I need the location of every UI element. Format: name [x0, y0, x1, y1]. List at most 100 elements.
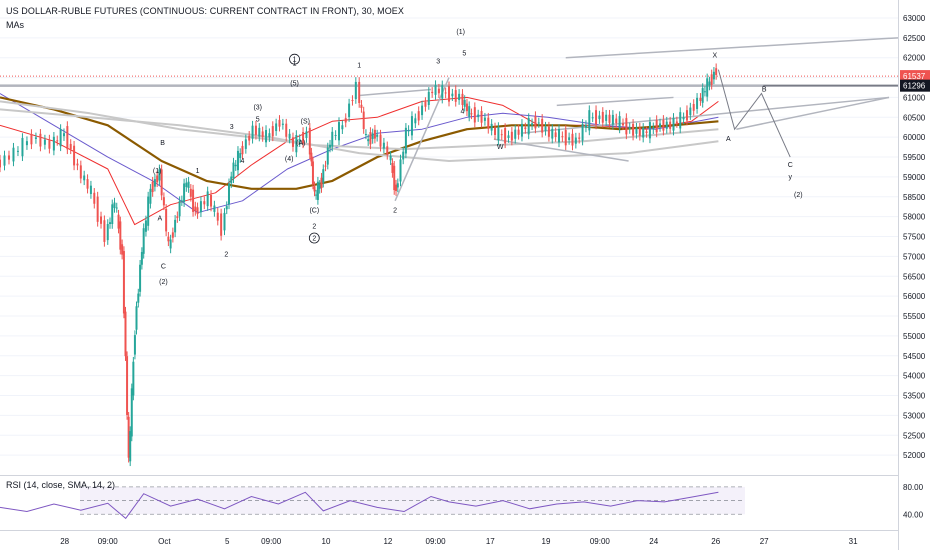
- time-tick-label[interactable]: 09:00: [261, 537, 282, 546]
- trend-line[interactable]: [359, 88, 432, 97]
- candle-body: [331, 131, 334, 147]
- candle-body: [358, 81, 361, 103]
- candle-body: [248, 135, 251, 141]
- price-tick-label[interactable]: 57500: [903, 233, 926, 242]
- candle-body: [236, 150, 239, 171]
- trend-line[interactable]: [493, 138, 629, 162]
- time-tick-label[interactable]: 31: [849, 537, 858, 546]
- time-tick-label[interactable]: 5: [225, 537, 230, 546]
- candle-body: [652, 127, 655, 130]
- time-tick-label[interactable]: 17: [486, 537, 495, 546]
- candle-body: [149, 188, 152, 204]
- candle-body: [59, 129, 62, 147]
- candle-body: [162, 197, 165, 206]
- price-tick-label[interactable]: 58000: [903, 213, 926, 222]
- price-tick-label[interactable]: 60000: [903, 133, 926, 142]
- time-tick-label[interactable]: 10: [322, 537, 331, 546]
- candle-body: [142, 228, 145, 254]
- candle-body: [113, 202, 116, 208]
- candle-body: [448, 86, 450, 102]
- candle-body: [25, 141, 28, 146]
- time-tick-label[interactable]: 19: [542, 537, 551, 546]
- candle-body: [421, 105, 424, 116]
- wave-label: 3: [230, 124, 234, 131]
- price-tick-label[interactable]: 60500: [903, 113, 926, 122]
- price-tick-label[interactable]: 62500: [903, 34, 926, 43]
- price-tick-label[interactable]: 59000: [903, 173, 926, 182]
- candle-body: [129, 431, 132, 462]
- grid: [0, 17, 898, 456]
- candle-body: [206, 191, 209, 207]
- time-tick-label[interactable]: 26: [711, 537, 720, 546]
- candle-body: [494, 127, 497, 135]
- candle-body: [712, 71, 715, 80]
- trend-line[interactable]: [556, 96, 674, 107]
- candle-body: [574, 137, 577, 144]
- candle-body: [458, 93, 461, 101]
- indicator-label[interactable]: MAs: [6, 20, 24, 30]
- time-tick-label[interactable]: 09:00: [98, 537, 119, 546]
- wave-label: (2): [159, 279, 168, 286]
- price-tick-label[interactable]: 58500: [903, 193, 926, 202]
- candle-body: [234, 164, 237, 167]
- wave-label: (2): [794, 192, 803, 199]
- price-tick-label[interactable]: 62000: [903, 54, 926, 63]
- candle-body: [537, 122, 540, 124]
- candle-body: [62, 133, 65, 137]
- trend-line[interactable]: [565, 37, 899, 59]
- price-tick-label[interactable]: 56500: [903, 272, 926, 281]
- candle-body: [497, 127, 500, 141]
- candle-body: [682, 117, 685, 120]
- price-tick-label[interactable]: 61000: [903, 93, 926, 102]
- time-tick-label[interactable]: 24: [649, 537, 658, 546]
- trend-line[interactable]: [736, 96, 890, 130]
- price-tick-label[interactable]: 53000: [903, 411, 926, 420]
- candle-body: [83, 175, 86, 181]
- wave-label: C: [161, 263, 166, 270]
- price-tick-label[interactable]: 55500: [903, 312, 926, 321]
- price-tick-label[interactable]: 52000: [903, 451, 926, 460]
- time-tick-label[interactable]: 09:00: [426, 537, 447, 546]
- time-axis-ticks[interactable]: 28 09:00 Oct 5 09:00 10 12 09:00 17 19 09:00 24 26 27…: [60, 537, 858, 546]
- candle-body: [703, 91, 706, 93]
- candle-body: [302, 132, 305, 144]
- price-tick-label[interactable]: 55000: [903, 332, 926, 341]
- wave-label-circled: 2: [312, 236, 316, 243]
- candle-body: [386, 146, 389, 155]
- wave-label: B: [762, 86, 767, 93]
- trend-line[interactable]: [394, 77, 450, 202]
- time-tick-label[interactable]: 12: [383, 537, 392, 546]
- time-tick-label[interactable]: Oct: [158, 537, 171, 546]
- price-tick-label[interactable]: 57000: [903, 252, 926, 261]
- projection-path[interactable]: [717, 69, 791, 158]
- candle-body: [156, 175, 159, 183]
- time-tick-label[interactable]: 28: [60, 537, 69, 546]
- candle-body: [692, 103, 695, 111]
- candle-body: [194, 206, 197, 211]
- candle-body: [174, 219, 177, 233]
- price-tick-label[interactable]: 59500: [903, 153, 926, 162]
- candle-body: [39, 133, 42, 147]
- price-tag-box: [900, 70, 930, 83]
- price-tick-label[interactable]: 52500: [903, 431, 926, 440]
- price-tick-label[interactable]: 54500: [903, 352, 926, 361]
- candle-body: [165, 208, 168, 232]
- price-tick-label[interactable]: 53500: [903, 392, 926, 401]
- candle-body: [581, 123, 584, 141]
- wave-label: C: [788, 162, 793, 169]
- wave-projection[interactable]: [717, 69, 791, 158]
- candle-body: [360, 104, 363, 108]
- wave-labels: (1) 5 3 1 1 (5) (3) 5 3 4 (S) (4) (A) (C) 2 2 B (1) 1 A C (2)…: [153, 29, 803, 286]
- candle-body: [524, 127, 527, 130]
- price-tick-label[interactable]: 56000: [903, 292, 926, 301]
- price-tick-label[interactable]: 54000: [903, 372, 926, 381]
- price-tick-label[interactable]: 63000: [903, 14, 926, 23]
- rsi-label[interactable]: RSI (14, close, SMA, 14, 2): [6, 480, 116, 490]
- candle-body: [410, 116, 413, 136]
- candle-body: [119, 221, 122, 250]
- candle-body: [144, 220, 147, 232]
- wave-label: 5: [462, 51, 466, 58]
- time-tick-label[interactable]: 27: [760, 537, 769, 546]
- time-tick-label[interactable]: 09:00: [590, 537, 611, 546]
